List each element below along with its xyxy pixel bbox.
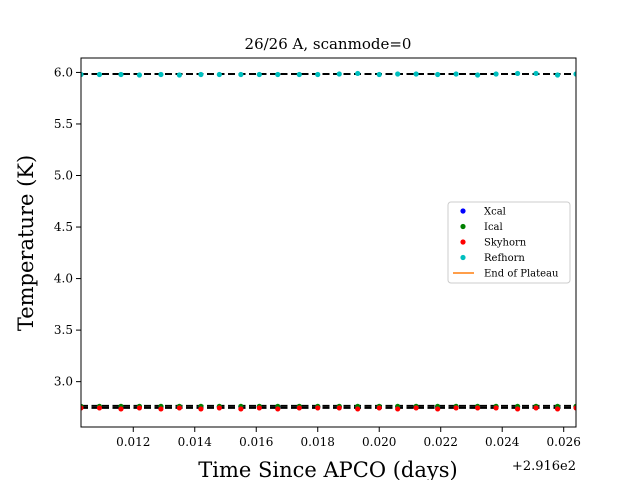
y-tick-label: 4.0 bbox=[54, 272, 73, 286]
x-tick-label: 0.022 bbox=[424, 435, 458, 449]
legend-item-xcal: Xcal bbox=[460, 207, 506, 218]
data-point bbox=[238, 71, 244, 78]
x-tick-label: 0.024 bbox=[485, 435, 520, 449]
data-point bbox=[136, 72, 143, 78]
data-point bbox=[493, 71, 499, 77]
legend-box bbox=[447, 201, 571, 284]
data-point bbox=[395, 406, 401, 412]
data-point bbox=[198, 406, 204, 412]
x-tick-label: 0.016 bbox=[239, 435, 273, 449]
y-tick-label: 3.0 bbox=[54, 375, 73, 389]
legend-swatch bbox=[460, 223, 466, 230]
legend-item-end-of-plateau: End of Plateau bbox=[453, 269, 559, 280]
data-point bbox=[453, 71, 459, 77]
data-point bbox=[275, 406, 281, 412]
data-point bbox=[475, 405, 481, 411]
data-point bbox=[158, 71, 164, 78]
legend-item-refhorn: Refhorn bbox=[460, 253, 525, 264]
data-point bbox=[216, 405, 222, 411]
data-point bbox=[256, 71, 262, 78]
data-point bbox=[573, 71, 576, 77]
data-point bbox=[296, 71, 302, 78]
data-point bbox=[96, 405, 103, 411]
series-skyhorn bbox=[81, 405, 576, 412]
data-point bbox=[533, 405, 539, 411]
data-point bbox=[315, 71, 321, 78]
data-point bbox=[256, 405, 262, 411]
data-point bbox=[413, 405, 419, 411]
legend-item-ical: Ical bbox=[460, 222, 503, 233]
data-point bbox=[355, 406, 361, 412]
plot-frame bbox=[80, 57, 577, 428]
legend-swatch bbox=[460, 208, 466, 214]
x-axis-label: Time Since APCO (days) bbox=[198, 458, 457, 480]
y-tick-label: 5.5 bbox=[54, 117, 73, 131]
data-point bbox=[176, 72, 182, 78]
data-point bbox=[96, 71, 103, 78]
x-tick-label: 0.012 bbox=[116, 435, 150, 449]
plot-area bbox=[81, 70, 576, 412]
series-refhorn bbox=[81, 70, 576, 78]
data-point bbox=[176, 405, 182, 411]
x-tick-label: 0.014 bbox=[178, 435, 213, 449]
data-point bbox=[355, 70, 361, 77]
x-tick-label: 0.020 bbox=[362, 435, 396, 449]
y-tick-label: 4.5 bbox=[54, 220, 73, 234]
data-point bbox=[395, 71, 401, 77]
legend-item-skyhorn: Skyhorn bbox=[460, 238, 527, 249]
data-point bbox=[493, 405, 499, 411]
data-point bbox=[376, 71, 382, 78]
legend-label: Skyhorn bbox=[484, 238, 527, 249]
y-tick-label: 6.0 bbox=[54, 65, 73, 79]
data-point bbox=[554, 72, 561, 78]
data-point bbox=[198, 71, 204, 78]
data-point bbox=[514, 406, 521, 412]
legend-label: Xcal bbox=[484, 207, 506, 218]
x-offset-text: +2.916e2 bbox=[512, 459, 576, 474]
data-point bbox=[336, 405, 342, 411]
data-point bbox=[376, 405, 382, 411]
x-tick-label: 0.018 bbox=[301, 435, 335, 449]
legend: Xcal Ical Skyhorn Refhorn End of Plateau bbox=[447, 201, 571, 284]
data-point bbox=[136, 405, 143, 411]
legend-swatch bbox=[460, 239, 466, 245]
data-point bbox=[81, 71, 84, 78]
data-point bbox=[533, 70, 539, 77]
data-point bbox=[573, 405, 576, 411]
x-tick-label: 0.026 bbox=[547, 435, 581, 449]
y-tick-label: 3.5 bbox=[54, 323, 73, 337]
data-point bbox=[435, 406, 441, 412]
data-point bbox=[275, 71, 281, 78]
data-point bbox=[336, 71, 342, 77]
data-point bbox=[413, 71, 419, 77]
data-point bbox=[216, 71, 222, 78]
data-point bbox=[514, 70, 521, 77]
data-point bbox=[315, 405, 321, 411]
legend-label: Refhorn bbox=[484, 253, 525, 264]
data-point bbox=[81, 405, 84, 411]
data-point bbox=[435, 71, 441, 78]
data-point bbox=[453, 405, 459, 411]
data-point bbox=[475, 72, 481, 78]
chart-title: 26/26 A, scanmode=0 bbox=[245, 35, 412, 53]
data-point bbox=[158, 406, 164, 412]
x-axis: 0.012 0.014 0.016 0.018 0.020 0.022 0.024 0.026 bbox=[116, 427, 581, 449]
y-axis-label: Temperature (K) bbox=[14, 155, 38, 331]
legend-label: End of Plateau bbox=[484, 269, 559, 280]
data-point bbox=[118, 71, 124, 78]
y-axis: 3.0 3.5 4.0 4.5 5.0 5.5 6.0 bbox=[54, 65, 81, 389]
data-point bbox=[296, 405, 302, 411]
y-tick-label: 5.0 bbox=[54, 169, 73, 183]
data-point bbox=[118, 406, 124, 412]
data-point bbox=[238, 406, 244, 412]
legend-label: Ical bbox=[484, 222, 503, 233]
data-point bbox=[554, 406, 561, 412]
legend-swatch bbox=[460, 254, 466, 261]
